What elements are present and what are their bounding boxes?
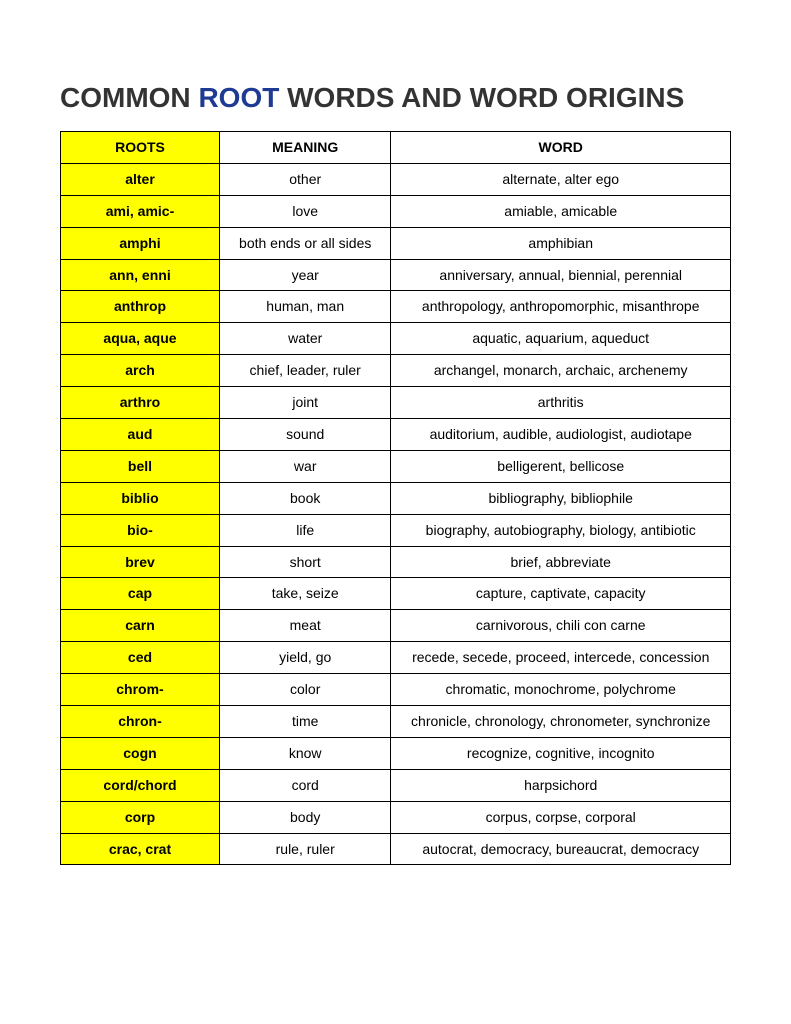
- cell-root: ami, amic-: [61, 195, 220, 227]
- cell-word: bibliography, bibliophile: [391, 482, 731, 514]
- table-header-row: ROOTS MEANING WORD: [61, 132, 731, 164]
- table-row: alterotheralternate, alter ego: [61, 163, 731, 195]
- cell-root: brev: [61, 546, 220, 578]
- cell-root: corp: [61, 801, 220, 833]
- page: COMMON ROOT WORDS AND WORD ORIGINS ROOTS…: [0, 0, 791, 905]
- cell-word: amiable, amicable: [391, 195, 731, 227]
- cell-root: arch: [61, 355, 220, 387]
- table-row: audsoundauditorium, audible, audiologist…: [61, 419, 731, 451]
- cell-root: ced: [61, 642, 220, 674]
- table-row: ami, amic-loveamiable, amicable: [61, 195, 731, 227]
- title-accent: ROOT: [198, 82, 279, 113]
- table-row: carnmeatcarnivorous, chili con carne: [61, 610, 731, 642]
- cell-meaning: chief, leader, ruler: [219, 355, 390, 387]
- table-row: captake, seizecapture, captivate, capaci…: [61, 578, 731, 610]
- cell-word: corpus, corpse, corporal: [391, 801, 731, 833]
- cell-word: harpsichord: [391, 769, 731, 801]
- table-row: bellwarbelligerent, bellicose: [61, 450, 731, 482]
- cell-meaning: other: [219, 163, 390, 195]
- cell-meaning: water: [219, 323, 390, 355]
- table-row: aqua, aquewateraquatic, aquarium, aquedu…: [61, 323, 731, 355]
- col-header-meaning: MEANING: [219, 132, 390, 164]
- cell-meaning: time: [219, 706, 390, 738]
- table-row: bio-lifebiography, autobiography, biolog…: [61, 514, 731, 546]
- table-row: corpbodycorpus, corpse, corporal: [61, 801, 731, 833]
- cell-meaning: meat: [219, 610, 390, 642]
- table-row: cognknowrecognize, cognitive, incognito: [61, 737, 731, 769]
- cell-root: aud: [61, 419, 220, 451]
- table-row: amphiboth ends or all sidesamphibian: [61, 227, 731, 259]
- cell-root: anthrop: [61, 291, 220, 323]
- cell-meaning: sound: [219, 419, 390, 451]
- cell-root: aqua, aque: [61, 323, 220, 355]
- cell-word: autocrat, democracy, bureaucrat, democra…: [391, 833, 731, 865]
- cell-root: bell: [61, 450, 220, 482]
- cell-root: bio-: [61, 514, 220, 546]
- table-row: brevshortbrief, abbreviate: [61, 546, 731, 578]
- title-pre: COMMON: [60, 82, 198, 113]
- cell-meaning: year: [219, 259, 390, 291]
- cell-meaning: rule, ruler: [219, 833, 390, 865]
- cell-meaning: book: [219, 482, 390, 514]
- cell-word: brief, abbreviate: [391, 546, 731, 578]
- cell-meaning: cord: [219, 769, 390, 801]
- table-row: bibliobookbibliography, bibliophile: [61, 482, 731, 514]
- cell-word: alternate, alter ego: [391, 163, 731, 195]
- cell-root: cord/chord: [61, 769, 220, 801]
- cell-meaning: take, seize: [219, 578, 390, 610]
- cell-root: crac, crat: [61, 833, 220, 865]
- table-row: archchief, leader, rulerarchangel, monar…: [61, 355, 731, 387]
- cell-word: recognize, cognitive, incognito: [391, 737, 731, 769]
- cell-root: ann, enni: [61, 259, 220, 291]
- cell-meaning: body: [219, 801, 390, 833]
- cell-word: chromatic, monochrome, polychrome: [391, 674, 731, 706]
- cell-meaning: human, man: [219, 291, 390, 323]
- cell-word: amphibian: [391, 227, 731, 259]
- cell-word: auditorium, audible, audiologist, audiot…: [391, 419, 731, 451]
- root-words-table: ROOTS MEANING WORD alterotheralternate, …: [60, 131, 731, 865]
- cell-root: chron-: [61, 706, 220, 738]
- cell-meaning: both ends or all sides: [219, 227, 390, 259]
- cell-word: anthropology, anthropomorphic, misanthro…: [391, 291, 731, 323]
- cell-meaning: joint: [219, 387, 390, 419]
- cell-root: cogn: [61, 737, 220, 769]
- cell-word: archangel, monarch, archaic, archenemy: [391, 355, 731, 387]
- cell-root: cap: [61, 578, 220, 610]
- table-row: arthrojointarthritis: [61, 387, 731, 419]
- cell-root: amphi: [61, 227, 220, 259]
- table-row: cedyield, gorecede, secede, proceed, int…: [61, 642, 731, 674]
- table-row: ann, enniyearanniversary, annual, bienni…: [61, 259, 731, 291]
- table-row: chrom-colorchromatic, monochrome, polych…: [61, 674, 731, 706]
- table-row: anthrophuman, mananthropology, anthropom…: [61, 291, 731, 323]
- page-title: COMMON ROOT WORDS AND WORD ORIGINS: [60, 80, 731, 115]
- cell-root: carn: [61, 610, 220, 642]
- cell-word: arthritis: [391, 387, 731, 419]
- cell-meaning: know: [219, 737, 390, 769]
- cell-word: aquatic, aquarium, aqueduct: [391, 323, 731, 355]
- cell-root: chrom-: [61, 674, 220, 706]
- cell-word: carnivorous, chili con carne: [391, 610, 731, 642]
- cell-meaning: war: [219, 450, 390, 482]
- cell-word: anniversary, annual, biennial, perennial: [391, 259, 731, 291]
- table-row: cord/chordcordharpsichord: [61, 769, 731, 801]
- cell-root: biblio: [61, 482, 220, 514]
- cell-word: chronicle, chronology, chronometer, sync…: [391, 706, 731, 738]
- cell-root: arthro: [61, 387, 220, 419]
- cell-meaning: life: [219, 514, 390, 546]
- table-row: chron-timechronicle, chronology, chronom…: [61, 706, 731, 738]
- cell-meaning: love: [219, 195, 390, 227]
- col-header-word: WORD: [391, 132, 731, 164]
- table-row: crac, cratrule, rulerautocrat, democracy…: [61, 833, 731, 865]
- cell-meaning: yield, go: [219, 642, 390, 674]
- col-header-roots: ROOTS: [61, 132, 220, 164]
- cell-root: alter: [61, 163, 220, 195]
- cell-word: capture, captivate, capacity: [391, 578, 731, 610]
- cell-word: biography, autobiography, biology, antib…: [391, 514, 731, 546]
- cell-meaning: short: [219, 546, 390, 578]
- table-body: alterotheralternate, alter egoami, amic-…: [61, 163, 731, 865]
- cell-word: belligerent, bellicose: [391, 450, 731, 482]
- title-post: WORDS AND WORD ORIGINS: [279, 82, 684, 113]
- cell-word: recede, secede, proceed, intercede, conc…: [391, 642, 731, 674]
- cell-meaning: color: [219, 674, 390, 706]
